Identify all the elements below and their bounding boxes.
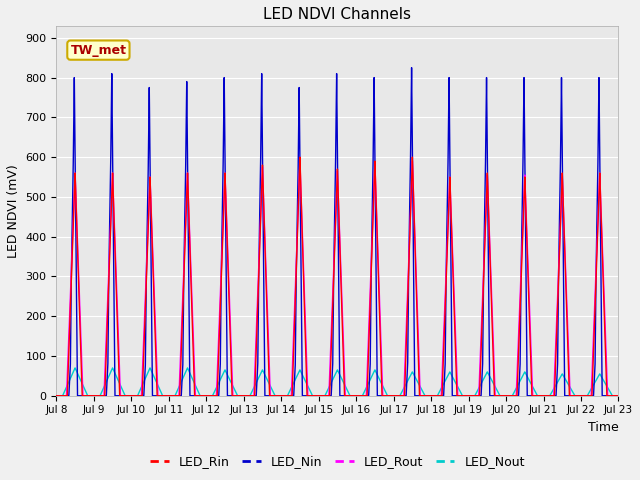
Y-axis label: LED NDVI (mV): LED NDVI (mV) — [7, 164, 20, 258]
Title: LED NDVI Channels: LED NDVI Channels — [264, 7, 412, 22]
X-axis label: Time: Time — [588, 421, 618, 434]
Text: TW_met: TW_met — [70, 44, 127, 57]
Legend: LED_Rin, LED_Nin, LED_Rout, LED_Nout: LED_Rin, LED_Nin, LED_Rout, LED_Nout — [145, 450, 530, 473]
